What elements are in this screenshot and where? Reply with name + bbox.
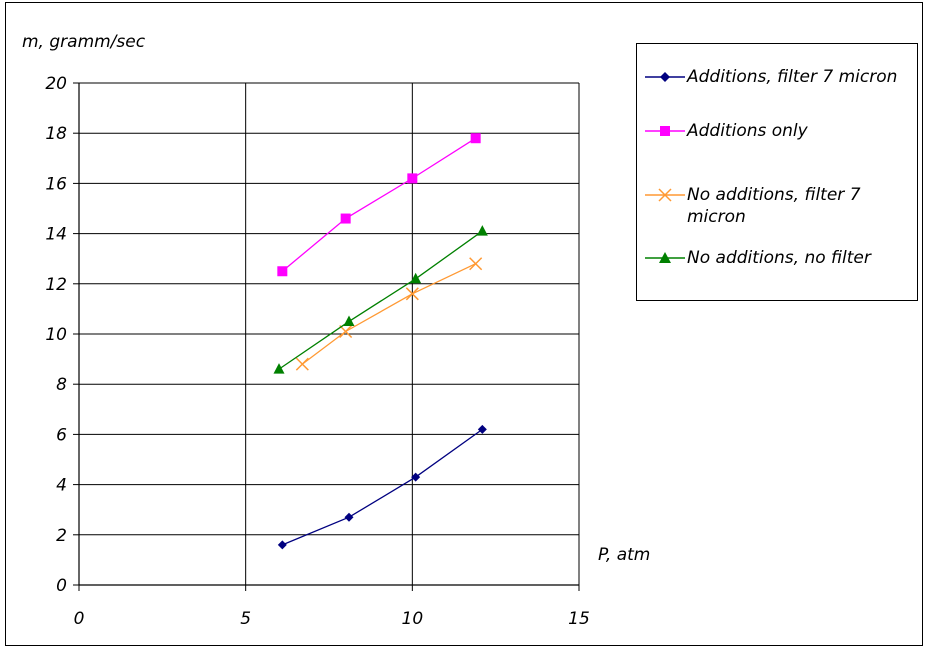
y-tick-label: 18	[45, 124, 67, 144]
legend-marker-triangle	[645, 252, 685, 263]
data-point	[277, 266, 288, 277]
data-point	[340, 213, 351, 224]
data-point	[344, 512, 354, 522]
data-point	[411, 472, 421, 482]
y-tick-label: 20	[45, 74, 67, 94]
x-axis-label: P, atm	[598, 545, 650, 565]
data-point	[273, 363, 285, 374]
y-tick-label: 16	[45, 174, 67, 194]
chart-grid	[79, 82, 580, 586]
y-tick-label: 8	[56, 375, 67, 395]
series-4	[273, 225, 488, 374]
x-tick-label: 0	[74, 609, 85, 629]
series-line	[281, 137, 477, 272]
series-line	[282, 428, 483, 546]
legend-marker-x	[645, 188, 685, 202]
x-tick-label: 15	[568, 609, 590, 629]
chart-axes: 0 2 4 6 8 10 12 14 16 18 20 0 5 10 15	[45, 74, 589, 629]
y-tick-label: 12	[45, 275, 67, 295]
data-point	[470, 133, 481, 144]
series-2	[277, 133, 481, 277]
data-point	[343, 315, 355, 326]
series-1	[277, 424, 487, 550]
chart-legend: Additions, filter 7 micron Additions onl…	[636, 43, 918, 301]
data-point	[405, 287, 419, 301]
x-tick-label: 10	[402, 609, 424, 629]
legend-marker-square	[645, 126, 685, 136]
marker-stroke	[469, 257, 483, 271]
data-point	[477, 424, 487, 434]
series-3	[295, 257, 483, 371]
y-tick-label: 2	[56, 526, 67, 546]
series-line	[278, 230, 483, 370]
marker-stroke	[405, 287, 419, 301]
legend-marker-diamond	[645, 72, 685, 82]
y-axis-label: m, gramm/sec	[22, 32, 146, 52]
data-point	[410, 272, 422, 284]
legend-label: No additions, filter 7 micron	[687, 185, 861, 227]
marker-stroke	[339, 324, 353, 339]
chart-series	[273, 133, 488, 550]
x-tick-label: 5	[240, 609, 251, 629]
legend-label: No additions, no filter	[687, 248, 871, 268]
y-tick-label: 10	[45, 325, 67, 345]
y-tick-label: 6	[56, 425, 67, 445]
data-point	[407, 173, 418, 184]
y-tick-label: 4	[56, 476, 67, 496]
y-tick-label: 14	[45, 225, 67, 245]
data-point	[469, 257, 483, 271]
y-tick-label: 0	[56, 576, 67, 596]
data-point	[295, 357, 309, 371]
data-point	[476, 225, 488, 236]
series-line	[301, 263, 476, 365]
data-point	[339, 324, 353, 339]
legend-label: Additions, filter 7 micron	[687, 67, 898, 87]
legend-label: Additions only	[687, 121, 808, 141]
data-point	[277, 540, 287, 550]
marker-stroke	[295, 357, 309, 371]
